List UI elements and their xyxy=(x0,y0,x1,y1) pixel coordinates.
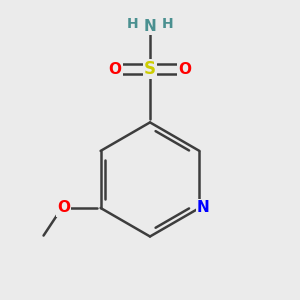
Text: O: O xyxy=(178,61,191,76)
Text: O: O xyxy=(109,61,122,76)
Text: H: H xyxy=(162,17,173,31)
Text: N: N xyxy=(197,200,209,215)
Text: O: O xyxy=(57,200,70,215)
Text: S: S xyxy=(144,60,156,78)
Text: N: N xyxy=(144,19,156,34)
Text: H: H xyxy=(127,17,138,31)
